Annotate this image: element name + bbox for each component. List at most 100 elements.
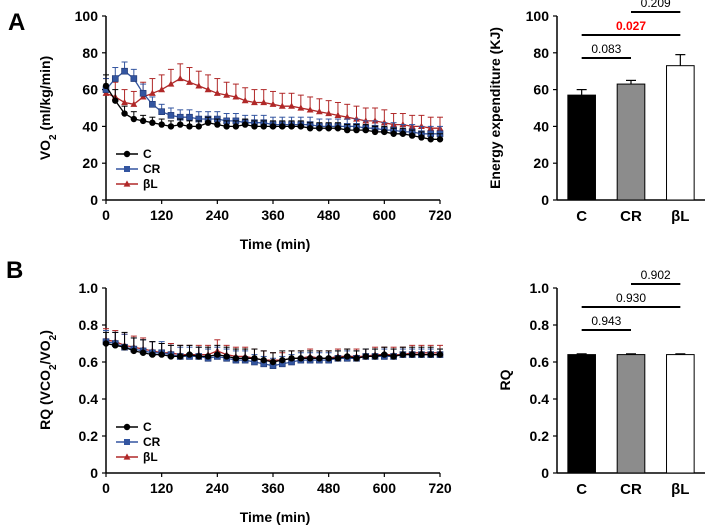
b-line-xtick-label: 120 [150, 480, 174, 496]
a-line-point [362, 126, 369, 134]
a-line-point [241, 97, 249, 104]
a-line-point [121, 110, 128, 117]
a-line-ytick-label: 0 [90, 192, 98, 208]
b-line-point [325, 355, 332, 362]
a-line-ytick-label: 20 [82, 155, 98, 171]
a-bar-bar-CR [616, 83, 646, 201]
b-line-point [232, 355, 240, 362]
b-line-point [399, 351, 407, 358]
a-line-point [232, 123, 240, 130]
b-line-point [334, 355, 342, 362]
a-line-point [390, 130, 397, 137]
b-bar-ylabel: RQ [497, 369, 513, 390]
a-line-point [325, 109, 333, 117]
a-line-point [344, 126, 351, 134]
a-line-point [260, 123, 267, 130]
b-bar-category-label: βL [671, 481, 689, 498]
a-line-point [288, 102, 295, 109]
a-line-point [167, 123, 175, 130]
a-line-point [269, 123, 277, 130]
a-line-ytick-label: 40 [82, 118, 98, 134]
b-line-point [427, 351, 434, 358]
b-line-legend-marker [123, 423, 131, 431]
b-line-point [353, 355, 360, 362]
a-line-ytick-label: 80 [82, 45, 98, 61]
a-line-xtick-label: 600 [373, 207, 397, 223]
a-line-point [334, 125, 342, 132]
b-line-ytick-label: 0.6 [79, 354, 99, 370]
b-line-point [371, 353, 379, 360]
a-line-point [325, 125, 332, 132]
b-line-point [158, 351, 165, 358]
a-line-point [232, 93, 240, 100]
a-line-point [149, 101, 156, 108]
a-line-point [214, 121, 221, 128]
a-line-point [343, 113, 351, 120]
b-line-legend-marker [123, 453, 131, 460]
a-line-xtick-label: 120 [150, 207, 174, 223]
a-line-point [204, 119, 212, 126]
b-line-ytick-label: 0.8 [79, 317, 99, 333]
a-line-point [316, 125, 323, 132]
b-bar-ytick-label: 0.8 [530, 317, 550, 333]
a-bar-bar-C [567, 94, 596, 201]
a-line-point [112, 97, 119, 104]
a-line-legend-label: C [143, 147, 152, 161]
a-line-legend-marker [123, 180, 131, 187]
a-line-point [278, 102, 286, 109]
b-line-point [269, 358, 277, 366]
a-line-legend-marker [123, 150, 131, 158]
a-line-ytick-label: 60 [82, 82, 98, 98]
b-bar-category-label: CR [620, 481, 642, 498]
b-line-legend-marker [124, 439, 130, 445]
b-line-point [260, 356, 267, 364]
a-bar-ytick-label: 0 [541, 192, 549, 208]
a-line-point [241, 121, 249, 128]
a-line-legend-label: CR [143, 162, 161, 176]
b-bar-p-value: 0.943 [591, 314, 621, 328]
a-line-point [121, 98, 128, 106]
a-bar-ytick-label: 60 [533, 82, 549, 98]
b-line-ylabel: RQ (VCO2/VO2) [37, 330, 59, 430]
b-line-point [288, 355, 295, 362]
a-line-series-C [102, 74, 444, 143]
a-line-point [279, 123, 286, 130]
b-bar-chart: 0 0.2 0.4 0.6 0.8 1.0 C CR βL 0.902 0.930 0.943 [530, 268, 705, 498]
a-bar-ytick-label: 100 [526, 8, 550, 24]
b-line-point [139, 349, 147, 356]
b-line-point [102, 340, 110, 347]
b-line-point [362, 353, 369, 360]
a-line-point [306, 125, 314, 132]
a-line-point [176, 74, 184, 82]
b-line-point [306, 355, 314, 362]
a-line-point [269, 100, 277, 107]
b-line-xtick-label: 600 [373, 480, 397, 496]
b-line-point [316, 355, 323, 362]
b-line-xtick-label: 720 [428, 480, 452, 496]
a-line-ylabel: VO2 (ml/kg/min) [37, 56, 59, 160]
a-line-point [353, 126, 360, 134]
b-line-point [177, 353, 184, 360]
a-bar-chart: 0 20 40 60 80 100 C CR βL 0.209 0.027 0.083 [526, 0, 705, 225]
b-bar-ytick-label: 0.4 [530, 391, 550, 407]
a-line-point [371, 128, 379, 136]
b-line-point [204, 353, 212, 360]
b-line-point [251, 355, 258, 362]
a-line-point [167, 112, 175, 119]
a-line-point [139, 89, 147, 97]
b-line-point [223, 353, 230, 360]
b-line-point [121, 344, 128, 351]
a-line-point [223, 123, 230, 130]
b-bar-bar-C [567, 354, 596, 474]
a-line-point [251, 123, 258, 130]
a-line-legend-label: βL [143, 177, 158, 191]
a-bar-ytick-label: 20 [533, 155, 549, 171]
a-line-point [186, 123, 193, 130]
a-line-point [334, 111, 342, 118]
b-line-series-C [102, 331, 444, 366]
b-bar-bar-CR [616, 354, 646, 474]
b-line-point [408, 351, 416, 358]
a-line-point [130, 100, 138, 107]
a-bar-ylabel: Energy expenditure (KJ) [487, 27, 503, 189]
